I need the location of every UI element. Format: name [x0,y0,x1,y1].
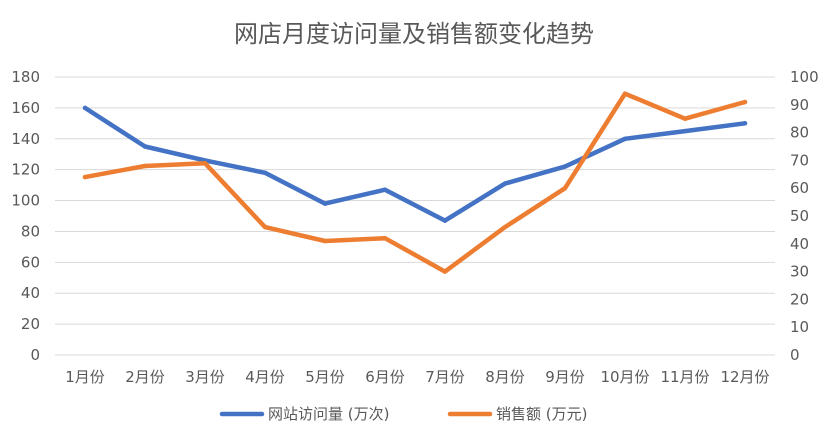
series-line-2 [82,91,748,274]
series-1-point [262,170,268,175]
series-2-point [82,174,88,180]
series-2-point [202,160,208,166]
series-line-1 [82,105,748,223]
series-2-point [682,116,688,121]
series-1-point [382,187,388,192]
x-tick-label: 4月份 [245,368,285,386]
x-tick-label: 6月份 [365,368,405,386]
y-right-tick-label: 60 [790,179,809,197]
series-2-point [502,224,508,230]
x-tick-label: 8月份 [485,368,525,386]
x-tick-label: 1月份 [65,368,105,386]
series-1-point [82,105,88,111]
x-tick-label: 7月份 [425,368,465,386]
y-left-tick-label: 40 [21,284,40,302]
y-right-tick-label: 0 [790,346,800,364]
y-left-tick-label: 0 [30,346,40,364]
series-2-point [262,224,268,230]
y-right-tick-label: 90 [790,96,809,114]
series-2-point [442,269,448,274]
x-tick-label: 10月份 [600,368,649,386]
series-1-point [682,128,688,134]
legend-label: 销售额 (万元) [496,405,587,423]
chart-title: 网店月度访问量及销售额变化趋势 [234,20,594,48]
y-left-tick-label: 60 [21,253,40,271]
series-2-point [622,91,628,96]
series-1-point [562,164,568,169]
y-left-tick-label: 180 [11,68,40,86]
y-right-tick-label: 50 [790,207,809,225]
x-tick-label: 3月份 [185,368,225,386]
series-2-point [382,236,388,241]
y-right-tick-label: 100 [790,68,819,86]
y-left-tick-label: 120 [11,161,40,179]
x-tick-label: 2月份 [125,368,165,386]
y-right-tick-label: 70 [790,151,809,169]
x-tick-label: 12月份 [720,368,769,386]
series-1-point [622,136,628,141]
series-2-point [322,238,328,244]
series-1-point [322,201,328,206]
y-right-tick-label: 20 [790,290,809,308]
y-right-tick-label: 10 [790,318,809,336]
y-left-tick-label: 80 [21,222,40,240]
x-tick-label: 5月份 [305,368,345,386]
x-tick-label: 11月份 [660,368,709,386]
legend-label: 网站访问量 (万次) [268,405,389,423]
series-2-point [562,186,568,191]
series-1-point [142,144,148,149]
series-2-point [742,99,748,105]
y-right-tick-label: 30 [790,263,809,281]
y-left-tick-label: 160 [11,99,40,117]
series-1-point [442,218,448,223]
series-2-point [142,163,148,169]
y-right-tick-label: 80 [790,124,809,142]
y-left-tick-label: 100 [11,192,40,210]
x-tick-label: 9月份 [545,368,585,386]
y-right-tick-label: 40 [790,235,809,253]
y-left-tick-label: 20 [21,315,40,333]
series-1-point [742,121,748,126]
y-left-tick-label: 140 [11,130,40,148]
series-1-point [502,181,508,186]
